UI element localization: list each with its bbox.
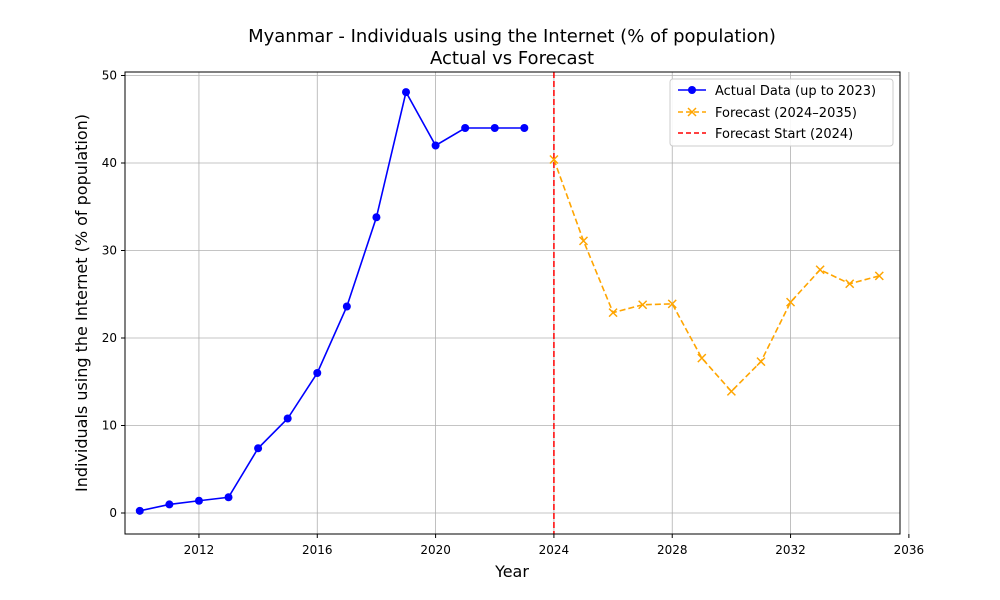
y-axis-label: Individuals using the Internet (% of pop… <box>72 114 91 492</box>
axis-ticks: 2012 2016 2020 2024 2028 2032 2036 0 10 20 30 40 50 <box>102 69 924 558</box>
actual-data-point <box>520 124 529 132</box>
x-tick-label: 2016 <box>302 543 333 557</box>
y-tick-label: 40 <box>102 156 117 170</box>
chart-title: Myanmar - Individuals using the Internet… <box>248 26 776 47</box>
y-tick-label: 30 <box>102 244 117 258</box>
actual-data-point <box>313 369 322 377</box>
y-tick-label: 50 <box>102 69 117 83</box>
legend-box <box>669 78 894 147</box>
series-layer <box>135 88 884 515</box>
actual-data-point <box>490 124 499 132</box>
actual-series-line <box>139 89 525 512</box>
forecast-data-point <box>638 300 648 310</box>
x-axis-label: Year <box>494 562 529 581</box>
forecast-data-point <box>756 357 766 367</box>
forecast-data-point <box>726 386 736 396</box>
x-tick-label: 2032 <box>775 543 806 557</box>
legend-forecast-marker <box>687 107 697 117</box>
forecast-data-point <box>608 308 618 318</box>
forecast-series-line <box>553 159 880 393</box>
y-tick-label: 20 <box>102 331 117 345</box>
forecast-data-point <box>845 279 855 289</box>
actual-data-point <box>372 213 381 222</box>
legend: Actual Data (up to 2023) Forecast (2024–… <box>669 78 894 147</box>
x-tick-label: 2024 <box>539 543 570 557</box>
legend-actual-marker <box>688 86 696 94</box>
actual-data-point <box>342 302 351 311</box>
forecast-data-point <box>815 265 825 275</box>
x-tick-label: 2012 <box>184 543 215 557</box>
actual-data-point <box>165 500 174 509</box>
actual-data-point <box>402 88 411 97</box>
forecast-data-point <box>578 236 589 246</box>
forecast-data-point <box>549 154 559 165</box>
x-tick-label: 2020 <box>420 543 451 557</box>
legend-forecast-label: Forecast (2024–2035) <box>715 106 857 121</box>
actual-data-point <box>461 124 470 132</box>
y-tick-label: 10 <box>102 419 117 433</box>
forecast-data-point <box>786 297 796 307</box>
actual-data-point <box>431 141 440 150</box>
y-tick-label: 0 <box>109 506 117 520</box>
forecast-data-point <box>697 353 707 363</box>
forecast-data-point <box>667 299 677 309</box>
actual-data-point <box>194 496 203 505</box>
actual-data-point <box>135 506 144 515</box>
chart-subtitle: Actual vs Forecast <box>430 48 594 69</box>
legend-actual-label: Actual Data (up to 2023) <box>715 84 876 99</box>
actual-data-point <box>254 444 263 453</box>
x-tick-label: 2028 <box>657 543 688 557</box>
legend-forecast-start-label: Forecast Start (2024) <box>715 127 853 142</box>
plot-frame <box>124 71 901 535</box>
actual-data-point <box>224 493 233 502</box>
forecast-data-point <box>874 271 884 281</box>
actual-data-point <box>283 414 292 423</box>
x-tick-label: 2036 <box>894 543 925 557</box>
